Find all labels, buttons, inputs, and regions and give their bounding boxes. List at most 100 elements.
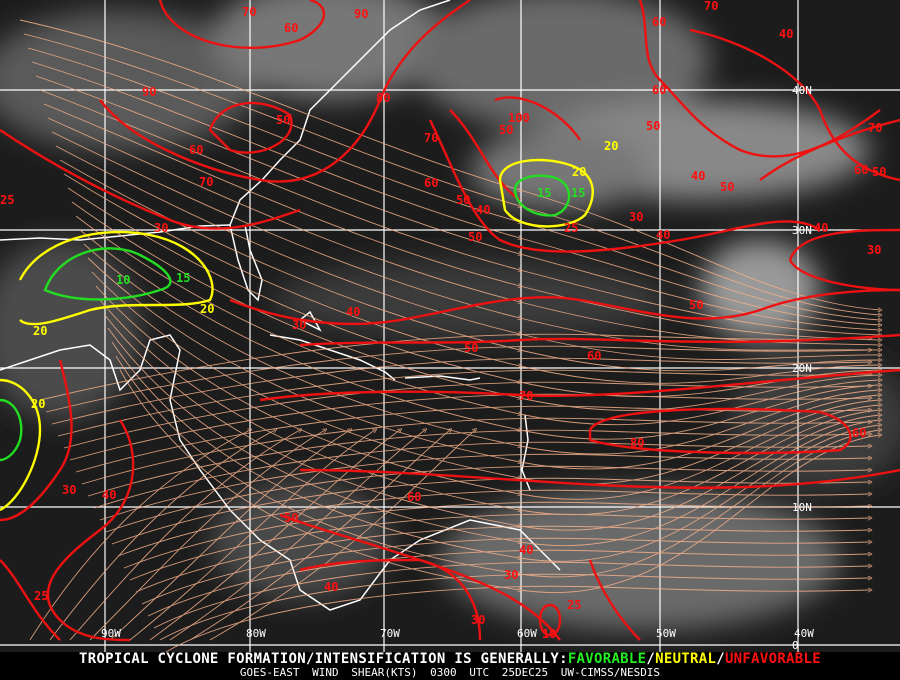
contour-label-unfavorable: 40: [519, 543, 533, 557]
contour-label-unfavorable: 30: [62, 483, 76, 497]
product-name: GOES-EAST WIND SHEAR(KTS): [239, 666, 418, 679]
latitude-label: 20N: [792, 362, 812, 375]
contour-label-unfavorable: 25: [34, 589, 48, 603]
streamline: [189, 430, 450, 641]
unfavorable-label: UNFAVORABLE: [724, 651, 821, 667]
longitude-label: 40W: [794, 627, 814, 640]
longitude-label: 60W: [517, 627, 537, 640]
latitude-label: 40N: [792, 84, 812, 97]
streamline: [51, 357, 870, 425]
headline: TROPICAL CYCLONE FORMATION/INTENSIFICATI…: [0, 652, 900, 667]
contour-label-unfavorable: 50: [499, 123, 513, 137]
longitude-label: 80W: [246, 627, 266, 640]
streamline: [153, 561, 870, 629]
contour-label-unfavorable: 50: [689, 298, 703, 312]
contour-label-unfavorable: 40: [779, 27, 793, 41]
contour-label-unfavorable: 50: [468, 230, 482, 244]
streamline: [141, 537, 870, 605]
contour-label-unfavorable: 30: [867, 243, 881, 257]
streamline: [159, 573, 870, 641]
contour-label-unfavorable: 50: [720, 180, 734, 194]
contour-label-unfavorable: 60: [424, 176, 438, 190]
contour-label-unfavorable: 10: [542, 627, 556, 641]
streamline: [129, 513, 870, 581]
streamline: [49, 430, 275, 641]
streamline: [147, 549, 870, 617]
streamline: [39, 333, 870, 401]
credit: UW-CIMSS/NESDIS: [560, 666, 661, 679]
headline-prefix: TROPICAL CYCLONE FORMATION/INTENSIFICATI…: [79, 651, 568, 667]
favorable-label: FAVORABLE: [567, 651, 647, 667]
contour-label-unfavorable: 30: [292, 318, 306, 332]
streamline: [45, 345, 870, 413]
streamline: [99, 453, 870, 521]
streamline: [123, 501, 870, 569]
contour-label-unfavorable: 70: [242, 5, 256, 19]
valid-time: 0300 UTC: [430, 666, 490, 679]
contour-label-unfavorable: 60: [854, 163, 868, 177]
product-info: GOES-EAST WIND SHEAR(KTS) 0300 UTC 25DEC…: [0, 667, 900, 679]
contour-label-unfavorable: 40: [102, 488, 116, 502]
latitude-label: 30N: [792, 224, 812, 237]
contour-label-unfavorable: 40: [814, 221, 828, 235]
contour-label-unfavorable: 50: [646, 119, 660, 133]
latitude-label: 0: [792, 639, 799, 652]
contour-label-unfavorable: 40: [691, 169, 705, 183]
contour-label-unfavorable: 60: [652, 83, 666, 97]
contour-label-unfavorable: 80: [376, 91, 390, 105]
favorable-shear-contours: [0, 174, 571, 462]
contour-label-unfavorable: 50: [872, 165, 886, 179]
footer-legend: TROPICAL CYCLONE FORMATION/INTENSIFICATI…: [0, 652, 900, 680]
contour-label-unfavorable: 50: [464, 341, 478, 355]
separator: /: [646, 651, 656, 667]
longitude-label: 90W: [101, 627, 121, 640]
contour-label-unfavorable: 50: [276, 113, 290, 127]
streamline: [63, 381, 870, 449]
neutral-label: NEUTRAL: [655, 651, 717, 667]
contour-label-unfavorable: 40: [346, 305, 360, 319]
longitude-label: 70W: [380, 627, 400, 640]
contour-label-unfavorable: 70: [199, 175, 213, 189]
contour-label-unfavorable: 60: [284, 21, 298, 35]
contour-label-favorable: 15: [176, 271, 190, 285]
unfavorable-shear-contours: [0, 0, 900, 642]
contour-label-unfavorable: 60: [407, 490, 421, 504]
contour-label-unfavorable: 40: [476, 203, 490, 217]
contour-label-unfavorable: 70: [704, 0, 718, 13]
streamline: [117, 489, 870, 557]
contour-label-unfavorable: 90: [354, 7, 368, 21]
streamline: [129, 430, 375, 641]
contour-label-neutral: 20: [572, 165, 586, 179]
contour-label-unfavorable: 30: [504, 568, 518, 582]
contour-label-unfavorable: 60: [587, 349, 601, 363]
streamline: [87, 429, 870, 497]
contour-label-unfavorable: 80: [630, 436, 644, 450]
streamline: [81, 417, 870, 485]
contour-label-unfavorable: 100: [508, 111, 530, 125]
contour-label-unfavorable: 50: [284, 511, 298, 525]
contour-label-unfavorable: 70: [519, 389, 533, 403]
streamline: [135, 525, 870, 593]
contour-label-neutral: 20: [33, 324, 47, 338]
latitude-label: 10N: [792, 501, 812, 514]
map-canvas: 7060909050607030807060504050100506070406…: [0, 0, 900, 652]
contour-label-unfavorable: 30: [629, 210, 643, 224]
contour-label-unfavorable: 60: [652, 15, 666, 29]
contour-label-unfavorable: 40: [324, 580, 338, 594]
streamline: [69, 393, 870, 461]
contour-label-unfavorable: 25: [567, 598, 581, 612]
contour-label-unfavorable: 25: [564, 221, 578, 235]
streamline: [89, 430, 325, 641]
streamlines: [19, 19, 880, 652]
contour-label-unfavorable: 70: [424, 131, 438, 145]
streamline: [57, 369, 870, 437]
contour-labels: 7060909050607030807060504050100506070406…: [0, 0, 886, 641]
streamline: [93, 441, 870, 509]
grid-labels: 90W 80W 70W 60W 50W 40W 40N 30N 20N 10N 0: [101, 84, 814, 652]
contour-label-unfavorable: 70: [868, 121, 882, 135]
separator: /: [716, 651, 725, 667]
contour-label-unfavorable: 90: [142, 85, 156, 99]
streamline: [109, 430, 350, 641]
contour-label-neutral: 20: [604, 139, 618, 153]
